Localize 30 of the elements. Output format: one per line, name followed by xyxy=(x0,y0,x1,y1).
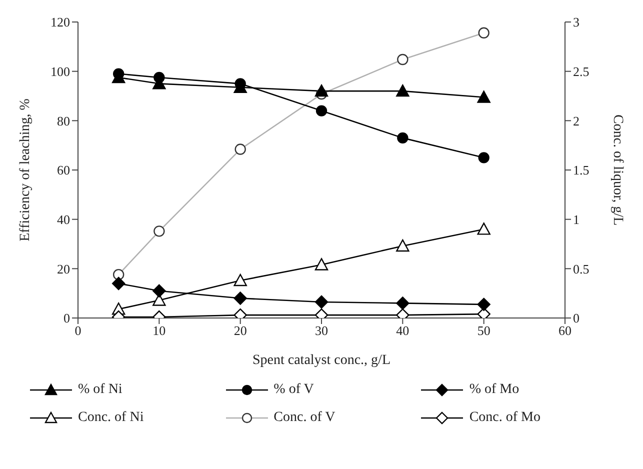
y-tick-label: 80 xyxy=(57,113,70,128)
y2-tick-label: 0 xyxy=(573,310,580,326)
y2-tick-label: 1.5 xyxy=(573,162,590,178)
legend-label: % of Ni xyxy=(78,382,122,398)
y-tick-label: 20 xyxy=(57,261,70,276)
y-axis-title: Efficiency of leaching, % xyxy=(18,98,33,242)
legend-label: Conc. of Mo xyxy=(469,410,540,426)
x-tick-label: 60 xyxy=(558,323,572,338)
y2-tick-label: 0.5 xyxy=(573,261,590,276)
x-axis-title: Spent catalyst conc., g/L xyxy=(252,353,391,368)
y2-tick-label: 1 xyxy=(573,212,580,227)
x-tick-label: 10 xyxy=(152,323,166,338)
legend-label: Conc. of V xyxy=(274,410,336,426)
y-tick-label: 60 xyxy=(57,162,70,178)
x-tick-label: 40 xyxy=(396,323,410,338)
y-tick-label: 120 xyxy=(50,14,70,30)
legend-label: Conc. of Ni xyxy=(78,410,144,426)
y-tick-label: 40 xyxy=(57,212,70,227)
y2-tick-label: 3 xyxy=(573,14,580,30)
x-tick-label: 30 xyxy=(315,323,328,338)
y-tick-label: 0 xyxy=(64,310,70,326)
legend-label: % of V xyxy=(274,382,314,398)
x-tick-label: 20 xyxy=(234,323,247,338)
y2-tick-label: 2.5 xyxy=(573,64,590,79)
y2-tick-label: 2 xyxy=(573,113,580,128)
x-tick-label: 50 xyxy=(477,323,490,338)
x-tick-label: 0 xyxy=(74,323,82,338)
y-tick-label: 100 xyxy=(50,64,70,79)
legend-label: % of Mo xyxy=(469,382,520,398)
y2-axis-title: Conc. of liquor, g/L xyxy=(610,114,626,226)
